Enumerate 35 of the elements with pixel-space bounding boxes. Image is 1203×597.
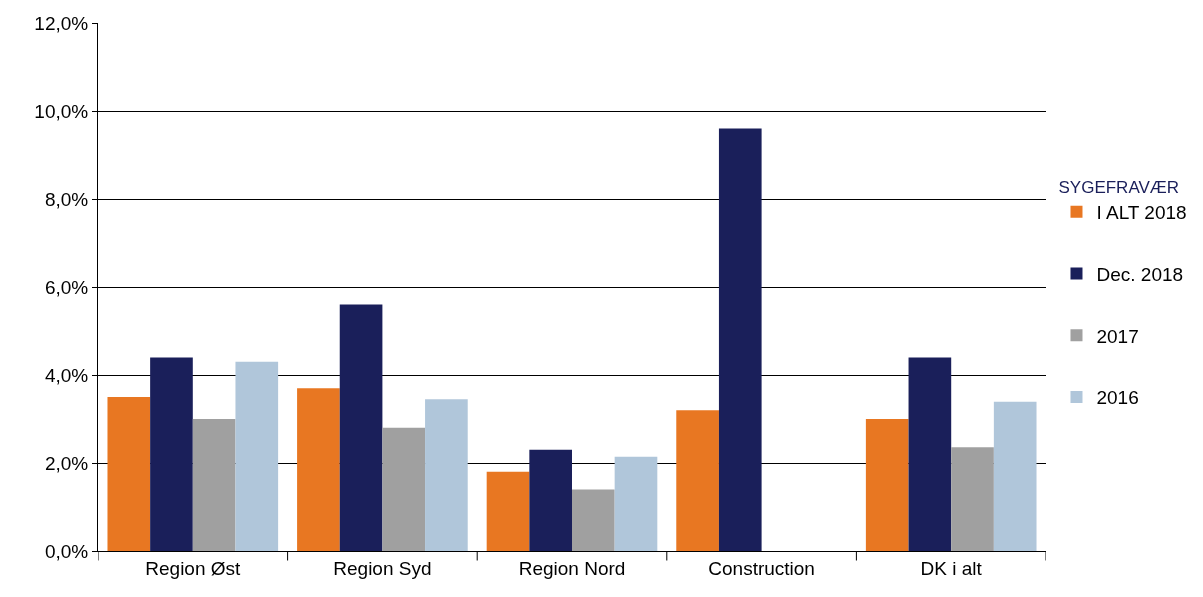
bar <box>908 357 952 551</box>
bar <box>951 447 994 551</box>
legend-label: Dec. 2018 <box>1096 263 1184 285</box>
y-tick-label: 4,0% <box>44 364 89 386</box>
bar <box>235 361 279 551</box>
bar <box>339 304 383 551</box>
bar <box>192 419 236 551</box>
bar <box>297 388 340 551</box>
bar <box>529 449 572 551</box>
legend-title: SYGEFRAVÆR <box>1058 177 1180 197</box>
bar <box>382 427 426 551</box>
x-tick-label: Construction <box>708 557 815 579</box>
bar <box>993 401 1037 551</box>
y-tick-label: 2,0% <box>44 452 89 474</box>
bar <box>718 128 762 551</box>
legend-label: 2017 <box>1096 325 1139 347</box>
x-tick-label: Region Nord <box>518 557 626 579</box>
y-tick-label: 10,0% <box>34 100 89 122</box>
x-tick-label: Region Øst <box>145 557 242 579</box>
bar <box>676 410 719 551</box>
y-tick-label: 8,0% <box>44 188 89 210</box>
x-tick-label: Region Syd <box>333 557 432 579</box>
bar <box>425 399 468 551</box>
bar <box>107 397 151 551</box>
y-tick-label: 12,0% <box>34 12 89 34</box>
y-tick-label: 0,0% <box>44 540 89 562</box>
bar <box>150 357 193 551</box>
x-tick-label: DK i alt <box>920 557 983 579</box>
legend-label: I ALT 2018 <box>1096 202 1187 224</box>
y-tick-label: 6,0% <box>44 276 89 298</box>
bar <box>486 471 530 551</box>
bar <box>614 456 658 551</box>
bar <box>865 419 909 551</box>
legend-label: 2016 <box>1096 387 1139 409</box>
bar <box>572 489 615 551</box>
